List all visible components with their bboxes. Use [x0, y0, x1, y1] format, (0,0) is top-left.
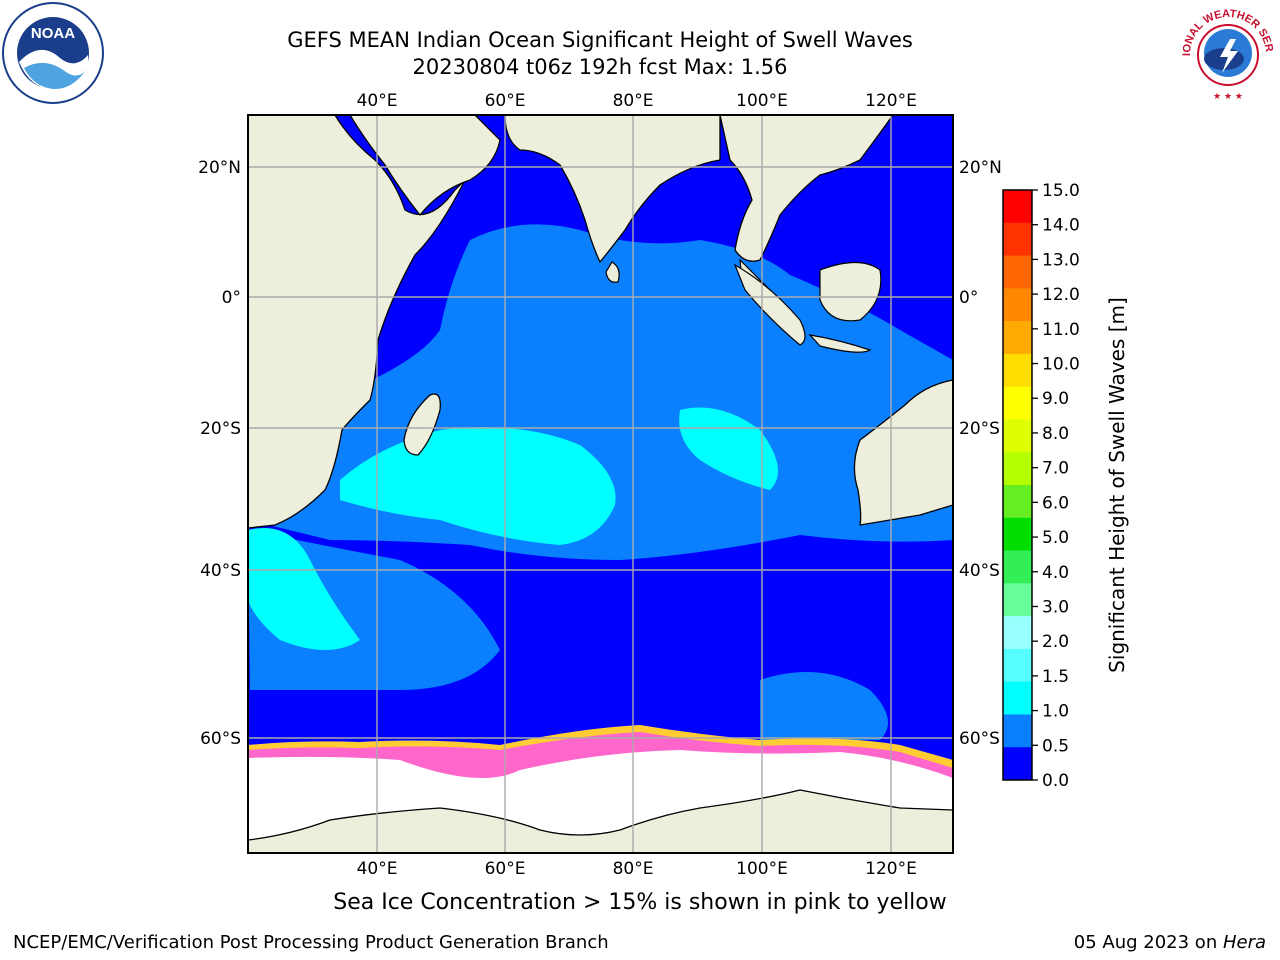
colorbar-swatch	[1003, 517, 1032, 552]
lon-tick-label: 80°E	[613, 91, 654, 111]
colorbar-tick-label: 3.0	[1042, 597, 1069, 617]
colorbar-swatch	[1003, 616, 1032, 650]
colorbar: 15.0 14.0 13.0 12.0 11.0 10.0 9.0 8.0 7.0 6.0 5.0 4…	[1002, 181, 1080, 791]
colorbar-tick-label: 4.0	[1042, 563, 1069, 583]
colorbar-swatch	[1003, 255, 1032, 289]
map-frame	[247, 114, 954, 854]
lon-tick-label: 40°E	[357, 859, 398, 879]
colorbar-tick-label: 13.0	[1042, 250, 1080, 270]
noaa-logo: NOAA	[2, 2, 104, 104]
svg-text:NOAA: NOAA	[31, 25, 75, 42]
colorbar-swatch	[1003, 288, 1032, 322]
lat-tick-label: 20°N	[959, 158, 1002, 178]
land-sumatra	[733, 263, 806, 346]
lat-tick-label: 40°S	[959, 561, 1000, 581]
colorbar-tick-label: 8.0	[1042, 424, 1069, 444]
map-plot-area	[248, 115, 953, 853]
colorbar-swatch	[1003, 452, 1032, 486]
colorbar-tick-label: 15.0	[1042, 181, 1080, 201]
colorbar-swatch	[1003, 714, 1032, 748]
land-africa	[248, 115, 466, 529]
lat-tick-label: 20°N	[198, 158, 241, 178]
map-caption: Sea Ice Concentration > 15% is shown in …	[333, 890, 947, 915]
land-australia	[853, 379, 953, 526]
colorbar-swatch	[1003, 485, 1032, 519]
colorbar-tick-label: 0.0	[1042, 771, 1069, 791]
land-southeast-asia	[719, 115, 894, 262]
footer-date-text: 05 Aug 2023 on	[1073, 932, 1223, 953]
colorbar-tick-label: 7.0	[1042, 459, 1069, 479]
colorbar-swatch	[1003, 353, 1032, 388]
lon-tick-label: 80°E	[613, 859, 654, 879]
lon-tick-label: 100°E	[736, 859, 788, 879]
colorbar-label: Significant Height of Swell Waves [m]	[1105, 297, 1129, 673]
swell-band-0.5-1.0-east	[760, 672, 888, 740]
lat-tick-label: 40°S	[200, 561, 241, 581]
swell-band-1.0-1.5-west	[248, 528, 360, 650]
lat-tick-label: 0°	[959, 288, 978, 308]
lat-tick-label: 20°S	[200, 419, 241, 439]
land-madagascar	[403, 393, 441, 456]
colorbar-swatch	[1003, 419, 1032, 453]
lon-tick-label: 60°E	[485, 859, 526, 879]
land-java	[808, 334, 872, 353]
footer-credit: NCEP/EMC/Verification Post Processing Pr…	[13, 932, 609, 953]
colorbar-tick-label: 6.0	[1042, 493, 1069, 513]
lat-tick-label: 60°S	[200, 729, 241, 749]
colorbar-swatch	[1003, 222, 1032, 257]
lon-tick-label: 120°E	[865, 859, 917, 879]
lon-tick-label: 100°E	[736, 91, 788, 111]
lat-tick-label: 20°S	[959, 419, 1000, 439]
colorbar-swatch	[1003, 190, 1032, 224]
colorbar-swatch	[1003, 321, 1032, 355]
colorbar-tick-label: 2.0	[1042, 632, 1069, 652]
colorbar-tick-label: 14.0	[1042, 216, 1080, 236]
lon-tick-label: 120°E	[865, 91, 917, 111]
lat-labels-right: 20°N 0° 20°S 40°S 60°S	[959, 158, 1002, 749]
land-sri-lanka	[605, 261, 620, 283]
colorbar-tick-label: 0.5	[1042, 736, 1069, 756]
land-arabia	[349, 115, 501, 217]
colorbar-frame	[1002, 189, 1033, 781]
colorbar-tick-label: 5.0	[1042, 528, 1069, 548]
colorbar-tick-label: 10.0	[1042, 355, 1080, 375]
colorbar-swatch	[1003, 550, 1032, 584]
chart-subtitle: 20230804 t06z 192h fcst Max: 1.56	[412, 55, 788, 79]
colorbar-swatch	[1003, 386, 1032, 420]
colorbar-swatch	[1003, 747, 1032, 781]
footer-machine: Hera	[1222, 932, 1266, 953]
land-india	[504, 115, 721, 264]
lat-tick-label: 60°S	[959, 729, 1000, 749]
lon-tick-label: 60°E	[485, 91, 526, 111]
nws-logo: NATIONAL WEATHER SERVICE ★ ★ ★	[1176, 3, 1275, 102]
colorbar-tick-label: 11.0	[1042, 320, 1080, 340]
svg-text:★ ★ ★: ★ ★ ★	[1213, 92, 1243, 102]
land-antarctica	[248, 789, 953, 853]
colorbar-tick-label: 12.0	[1042, 285, 1080, 305]
lat-labels-left: 20°N 0° 20°S 40°S 60°S	[198, 158, 241, 749]
colorbar-swatch	[1003, 681, 1032, 715]
colorbar-swatch	[1003, 583, 1032, 617]
colorbar-swatch	[1003, 648, 1032, 683]
chart-title: GEFS MEAN Indian Ocean Significant Heigh…	[287, 28, 913, 52]
footer-date: 05 Aug 2023 on Hera	[1074, 932, 1266, 953]
map-gridlines	[248, 115, 953, 853]
colorbar-tick-label: 1.0	[1042, 702, 1069, 722]
colorbar-tick-label: 9.0	[1042, 389, 1069, 409]
colorbar-tick-label: 1.5	[1042, 667, 1069, 687]
lon-labels-top: 40°E 60°E 80°E 100°E 120°E	[357, 91, 917, 111]
lon-tick-label: 40°E	[357, 91, 398, 111]
lon-labels-bottom: 40°E 60°E 80°E 100°E 120°E	[357, 859, 917, 879]
lat-tick-label: 0°	[222, 288, 241, 308]
swell-band-1.0-1.5	[340, 427, 616, 545]
